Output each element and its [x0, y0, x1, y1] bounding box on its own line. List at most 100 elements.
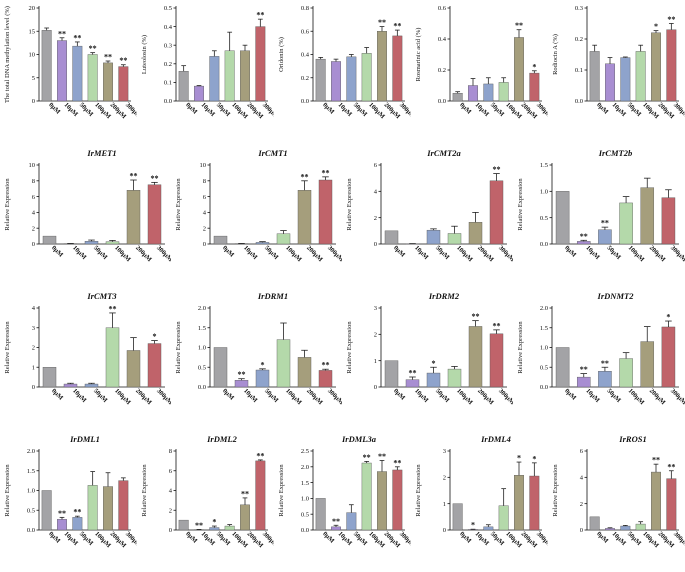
y-tick-label: 0 — [374, 384, 377, 391]
y-axis-label: Relative Expression — [4, 321, 11, 374]
x-tick-label: 50μM — [92, 244, 108, 260]
chart-rodiocin-a: Rodiocin A (%) 0.0 0.1 0.2 0.3 0μM 10μM50μM100… — [552, 5, 685, 120]
y-tick-label: 0.5 — [540, 364, 548, 371]
x-tick-label: 100μM — [504, 101, 523, 120]
y-tick-label: 0 — [374, 241, 377, 248]
x-tick-label: 300μM — [398, 101, 411, 120]
chart-irdml3a: IrDML3a Relative Expression 0.0 0.5 1.0 1.5 2.… — [278, 434, 411, 549]
x-tick-label: 200μM — [657, 530, 676, 549]
x-tick-label: 50μM — [78, 101, 94, 117]
significance-mark: ** — [378, 452, 386, 461]
x-tick-label: 0μM — [50, 387, 64, 401]
x-tick-label: 100μM — [284, 387, 303, 406]
x-tick-label: 50μM — [606, 244, 622, 260]
x-tick-label: 100μM — [641, 101, 660, 120]
significance-mark: ** — [256, 11, 264, 20]
bar-50μM — [598, 370, 612, 388]
x-tick-label: 10μM — [63, 101, 79, 117]
y-tick-label: 0 — [203, 241, 206, 248]
x-tick-label: 10μM — [584, 244, 600, 260]
x-tick-label: 300μM — [261, 101, 274, 120]
chart-irdnmt2: IrDNMT2 Relative Expression 0.0 0.5 1.0 1.5 2.… — [517, 291, 685, 406]
y-tick-label: 0.0 — [540, 241, 548, 248]
y-tick-label: 2 — [374, 332, 377, 339]
bar-100μM — [87, 485, 98, 531]
significance-mark: ** — [601, 359, 609, 368]
bar-50μM — [346, 512, 357, 531]
y-tick-label: 0.0 — [438, 98, 446, 105]
bar-300μM — [392, 469, 403, 531]
bar-100μM — [447, 368, 462, 388]
bar-50μM — [426, 229, 441, 245]
bar-10μM — [194, 85, 204, 102]
bar-300μM — [255, 460, 266, 531]
significance-mark: * — [471, 521, 475, 530]
bar-10μM — [605, 528, 615, 531]
y-tick-label: 2.5 — [301, 448, 309, 455]
significance-mark: * — [517, 454, 521, 463]
x-tick-label: 100μM — [230, 101, 249, 120]
bar-300μM — [318, 179, 333, 245]
y-tick-label: 1.0 — [540, 345, 548, 352]
y-tick-label: 0.5 — [27, 507, 35, 514]
x-tick-label: 0μM — [458, 101, 472, 115]
chart-rosmarinic-acid: Rosmarinic acid (%) 0.0 0.2 0.4 0.6 0μM 10μM50… — [415, 5, 548, 120]
bar-0μM — [555, 347, 570, 388]
bar-50μM — [72, 45, 83, 102]
y-tick-label: 6 — [203, 194, 207, 201]
x-tick-label: 0μM — [595, 530, 609, 544]
bar-100μM — [87, 54, 98, 102]
x-tick-label: 300μM — [669, 244, 685, 263]
bar-200μM — [514, 37, 524, 102]
panel-title: IrDML4 — [480, 434, 511, 444]
x-tick-label: 200μM — [520, 530, 539, 549]
bar-50μM — [84, 241, 99, 245]
chart-irdrm1: IrDRM1 Relative Expression 0.0 0.5 1.0 1.5 2.0… — [175, 291, 342, 406]
y-axis-label: Relative Expression — [517, 321, 524, 374]
bar-0μM — [384, 360, 399, 388]
x-tick-label: 10μM — [71, 244, 87, 260]
bar-50μM — [255, 369, 270, 388]
y-tick-label: 10 — [29, 52, 36, 59]
x-tick-label: 100μM — [113, 244, 132, 263]
x-tick-label: 0μM — [392, 244, 406, 258]
panel-title: IrCMT2b — [598, 148, 633, 158]
bar-100μM — [361, 462, 372, 531]
bar-100μM — [276, 339, 291, 388]
x-tick-label: 0μM — [321, 530, 335, 544]
y-tick-label: 0.5 — [164, 5, 172, 12]
x-tick-label: 10μM — [584, 387, 600, 403]
y-tick-label: 2.0 — [198, 305, 206, 312]
y-tick-label: 0.0 — [198, 384, 206, 391]
bar-10μM — [331, 61, 341, 102]
bar-100μM — [635, 51, 646, 102]
x-tick-label: 200μM — [383, 101, 402, 120]
significance-mark: ** — [493, 321, 501, 330]
bar-200μM — [240, 504, 250, 531]
x-tick-label: 300μM — [124, 101, 137, 120]
x-tick-label: 100μM — [627, 244, 646, 263]
y-axis-label: Rosmarinic acid (%) — [415, 28, 422, 82]
x-tick-label: 50μM — [352, 101, 368, 117]
x-tick-label: 10μM — [611, 530, 627, 546]
bar-0μM — [42, 367, 57, 388]
x-tick-label: 0μM — [50, 244, 64, 258]
bar-0μM — [384, 230, 399, 245]
x-tick-label: 300μM — [398, 530, 411, 549]
y-tick-label: 0.0 — [301, 98, 309, 105]
panel-title: IrDRM2 — [428, 291, 460, 301]
x-tick-label: 100μM — [93, 530, 112, 549]
bar-0μM — [42, 235, 57, 245]
bar-50μM — [72, 517, 83, 531]
bar-300μM — [318, 370, 333, 388]
x-tick-label: 50μM — [78, 530, 94, 546]
significance-mark: ** — [667, 15, 675, 24]
y-tick-label: 0.2 — [438, 67, 446, 74]
bar-50μM — [598, 229, 612, 245]
x-tick-label: 10μM — [63, 530, 79, 546]
y-tick-label: 4 — [169, 488, 173, 495]
x-tick-label: 100μM — [113, 387, 132, 406]
bar-200μM — [468, 326, 483, 388]
y-tick-label: 1.0 — [27, 488, 35, 495]
